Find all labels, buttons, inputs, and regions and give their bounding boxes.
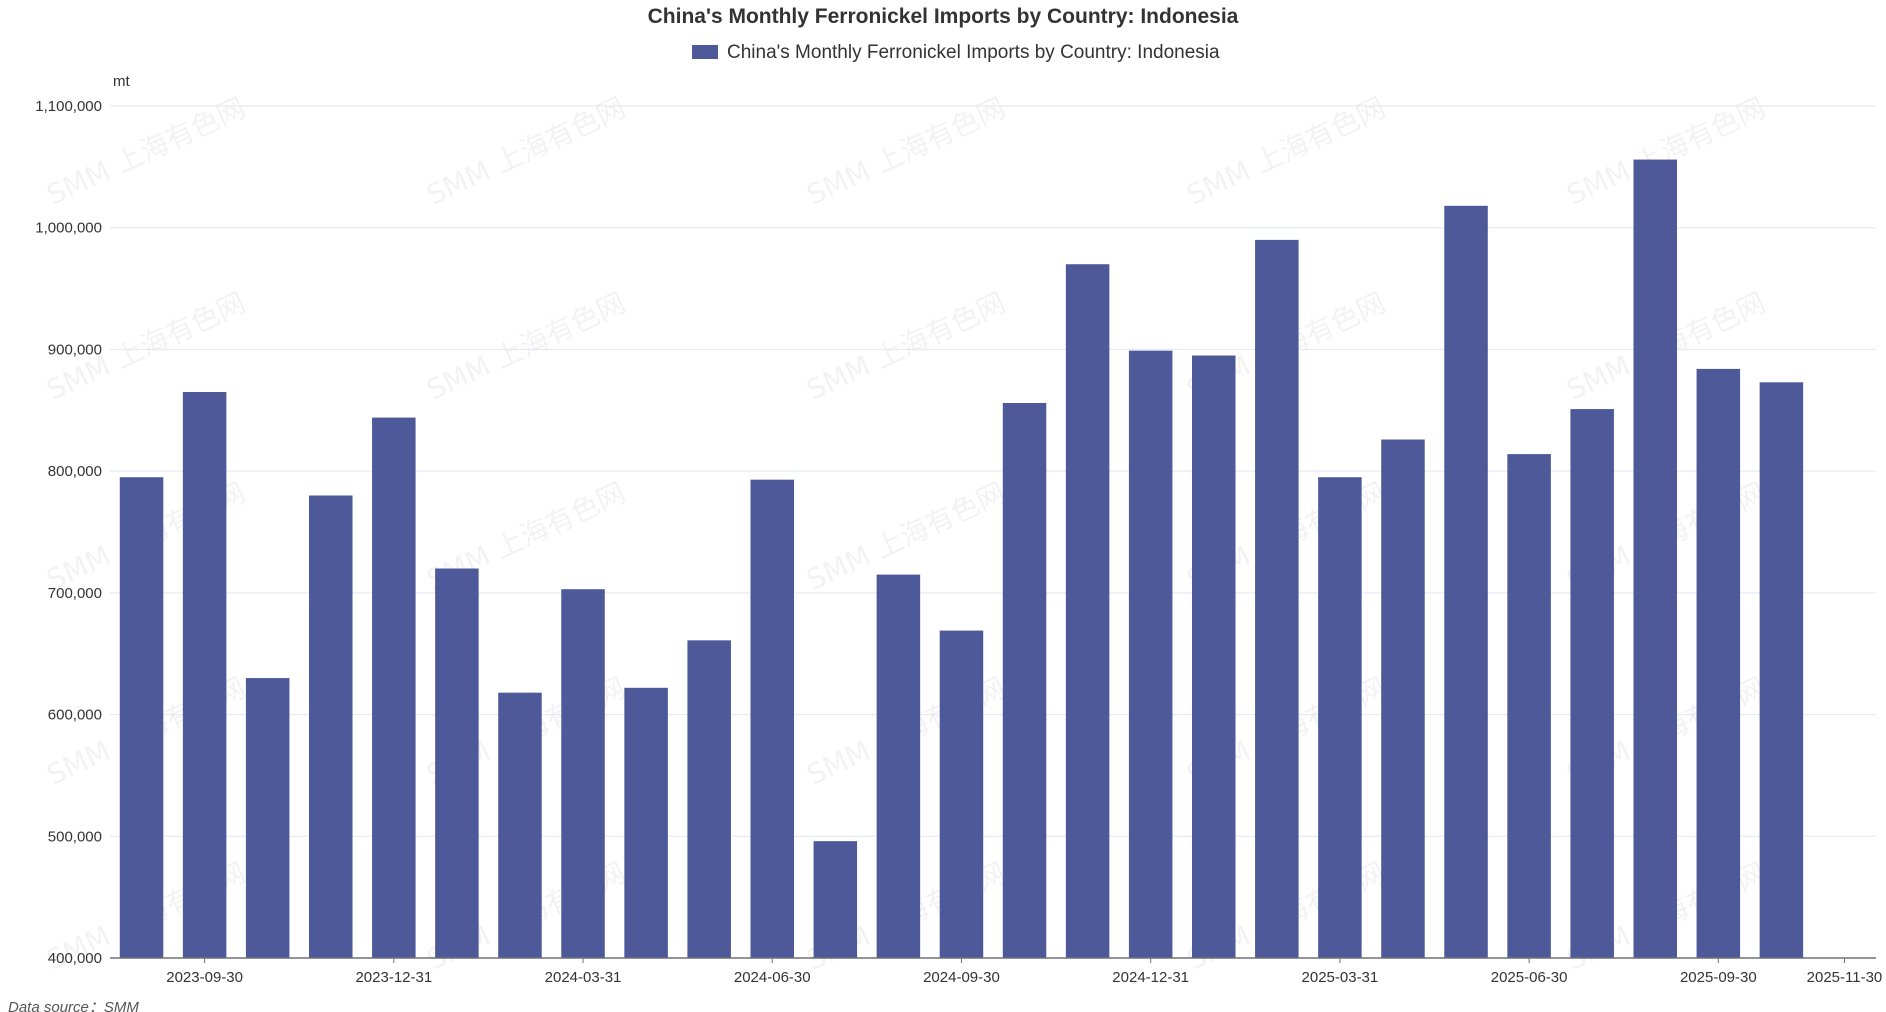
- data-source-note: Data source：SMM: [8, 999, 139, 1012]
- bar[interactable]: [1255, 239, 1299, 958]
- watermark-text: SMM 上海有色网: [802, 286, 1011, 407]
- bar[interactable]: [1128, 350, 1173, 958]
- bar[interactable]: [308, 495, 353, 958]
- bar[interactable]: [1633, 159, 1678, 958]
- bar[interactable]: [1381, 439, 1425, 958]
- y-tick-label: 1,000,000: [35, 220, 102, 237]
- bar[interactable]: [182, 392, 227, 958]
- bar[interactable]: [1065, 264, 1110, 958]
- y-tick-label: 900,000: [48, 341, 102, 358]
- bar[interactable]: [687, 640, 731, 958]
- x-tick-label: 2024-09-30: [923, 969, 1000, 986]
- bar-series: [119, 159, 1804, 959]
- bar[interactable]: [372, 417, 416, 958]
- x-tick-label: 2025-09-30: [1680, 969, 1757, 986]
- y-tick-label: 700,000: [48, 585, 102, 602]
- bar[interactable]: [624, 687, 668, 958]
- legend-swatch: [692, 45, 718, 59]
- chart-title: China's Monthly Ferronickel Imports by C…: [648, 5, 1239, 28]
- watermark-text: SMM 上海有色网: [422, 286, 631, 407]
- x-tick-label: 2024-03-31: [545, 969, 622, 986]
- x-tick-label: 2024-12-31: [1112, 969, 1189, 986]
- x-tick-label: 2023-12-31: [355, 969, 432, 986]
- x-tick-label: 2025-06-30: [1491, 969, 1568, 986]
- bar[interactable]: [561, 589, 605, 958]
- legend[interactable]: China's Monthly Ferronickel Imports by C…: [692, 42, 1220, 63]
- legend-label: China's Monthly Ferronickel Imports by C…: [727, 42, 1220, 63]
- watermark-text: SMM 上海有色网: [422, 91, 631, 212]
- x-tick-label: 2023-09-30: [166, 969, 243, 986]
- bar[interactable]: [876, 574, 921, 958]
- bar[interactable]: [1696, 368, 1741, 959]
- bar[interactable]: [750, 479, 795, 958]
- bar[interactable]: [1507, 454, 1551, 958]
- bar[interactable]: [939, 630, 984, 958]
- x-tick-label: 2025-03-31: [1302, 969, 1379, 986]
- bar[interactable]: [1444, 205, 1488, 958]
- x-tick-label: 2024-06-30: [734, 969, 811, 986]
- y-tick-label: 1,100,000: [35, 98, 102, 115]
- bar[interactable]: [435, 568, 479, 958]
- watermark-text: SMM 上海有色网: [1182, 91, 1391, 212]
- bar[interactable]: [813, 841, 858, 958]
- bar[interactable]: [1002, 402, 1047, 958]
- y-tick-label: 600,000: [48, 707, 102, 724]
- y-axis: 400,000 500,000 600,000 700,000 800,000 900,0…: [35, 98, 102, 967]
- x-tick-label: 2025-11-30: [1807, 969, 1883, 986]
- y-tick-label: 500,000: [48, 828, 102, 845]
- bar[interactable]: [119, 477, 164, 958]
- y-axis-unit: mt: [113, 73, 130, 90]
- x-axis: 2023-09-30 2023-12-31 2024-03-31 2024-06-30…: [166, 958, 1882, 986]
- bar[interactable]: [1759, 382, 1804, 958]
- bar[interactable]: [498, 692, 542, 958]
- bar[interactable]: [1570, 409, 1614, 958]
- y-tick-label: 400,000: [48, 950, 102, 967]
- watermark-text: SMM 上海有色网: [802, 91, 1011, 212]
- bar[interactable]: [1191, 355, 1236, 958]
- bar[interactable]: [1318, 477, 1362, 958]
- bar[interactable]: [245, 678, 290, 958]
- y-tick-label: 800,000: [48, 463, 102, 480]
